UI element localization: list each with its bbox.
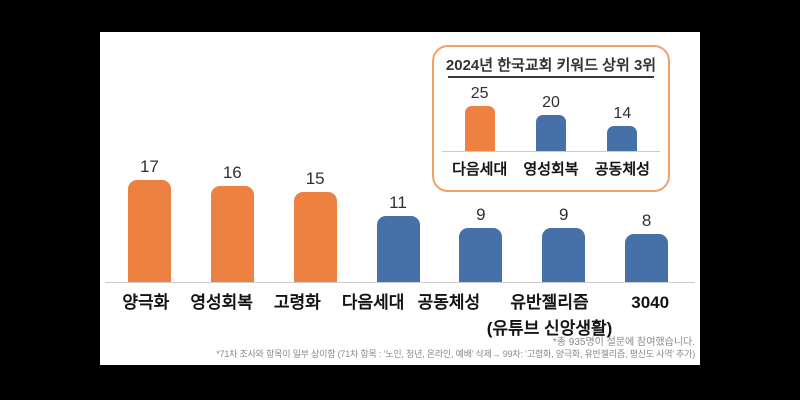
- bar-value-label: 20: [542, 94, 560, 111]
- bar-column: 16: [191, 164, 274, 282]
- bar-다음세대: [376, 216, 420, 282]
- bar-column: 8: [605, 212, 688, 282]
- bar-공동체성: [459, 228, 503, 282]
- category-label: 양극화: [122, 293, 170, 312]
- inset-title-separator: [448, 76, 654, 78]
- bar-value-label: 17: [139, 157, 159, 176]
- inset-bar-chart: 25 20 14: [444, 47, 658, 151]
- category-label: 다음세대: [341, 293, 405, 312]
- bar-column: 9: [522, 206, 605, 282]
- bar-value-label: 14: [613, 104, 632, 122]
- main-bar-chart: 17 16 15 11 9 9 8: [108, 32, 688, 282]
- footnote-survey-items: *71차 조사와 항목이 일부 상이함 (71차 항목 : ‘노인, 청년, 온…: [216, 349, 695, 359]
- bar-column: 20: [515, 95, 586, 151]
- bar-영성회복: [535, 115, 566, 151]
- bar-양극화: [127, 180, 171, 282]
- bar-value-label: 16: [222, 163, 242, 182]
- category-sublabel: (유튜브 신앙생활): [486, 319, 613, 339]
- bar-유반젤리즘: [542, 228, 586, 282]
- inset-box: 2024년 한국교회 키워드 상위 3위 25 20 14 다음세대 영성회복 공동체성: [432, 45, 670, 192]
- category-label: 유반젤리즘 (유튜브 신앙생활): [487, 290, 613, 343]
- category-label: 공동체성: [594, 161, 650, 178]
- bar-value-label: 9: [476, 205, 486, 224]
- category-label: 영성회복: [190, 293, 253, 312]
- bar-column: 25: [444, 86, 515, 151]
- bar-value-label: 11: [389, 193, 407, 212]
- bar-공동체성: [607, 125, 638, 151]
- bar-value-label: 15: [305, 169, 325, 188]
- footnote-participants: *총 935명이 설문에 참여했습니다.: [552, 337, 695, 348]
- bar-column: 15: [274, 170, 357, 282]
- bar-value-label: 25: [470, 85, 489, 102]
- bar-column: 9: [439, 206, 522, 282]
- main-chart-baseline: [105, 282, 695, 283]
- chart-panel: 17 16 15 11 9 9 8 양극화 영성회복 고령화 다음세대 공동체성 유반젤리즘 (유튜브 …: [100, 32, 700, 365]
- category-label: 공동체성: [417, 293, 481, 312]
- bar-다음세대: [464, 106, 495, 151]
- inset-category-labels: 다음세대 영성회복 공동체성: [444, 158, 658, 179]
- bar-value-label: 9: [558, 205, 569, 224]
- bar-3040: [625, 234, 669, 282]
- inset-chart-baseline: [442, 151, 660, 152]
- bar-column: 11: [357, 194, 440, 282]
- bar-column: 17: [108, 158, 191, 282]
- bar-column: 14: [587, 104, 658, 151]
- bar-고령화: [293, 192, 337, 282]
- bar-value-label: 8: [641, 211, 652, 230]
- category-label: 다음세대: [452, 161, 508, 178]
- inset-title: 2024년 한국교회 키워드 상위 3위: [445, 57, 657, 74]
- category-label: 영성회복: [523, 161, 579, 178]
- category-label: 고령화: [273, 293, 321, 312]
- bar-영성회복: [210, 186, 254, 282]
- main-category-labels: 양극화 영성회복 고령화 다음세대 공동체성 유반젤리즘 (유튜브 신앙생활) 3040: [108, 290, 688, 343]
- category-label: 3040: [631, 293, 670, 312]
